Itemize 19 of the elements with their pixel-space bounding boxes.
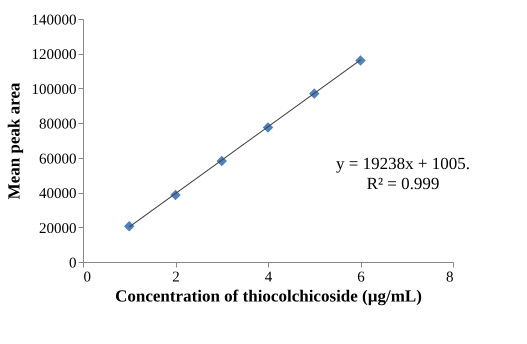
y-tick-label: 60000 <box>39 151 76 168</box>
x-axis-title: Concentration of thiocolchicoside (µg/mL) <box>115 286 422 306</box>
point <box>355 55 366 66</box>
y-tick-label: 120000 <box>32 47 76 64</box>
x-tick-label: 2 <box>172 270 180 286</box>
y-tick-label: 140000 <box>32 12 76 28</box>
y-tick-label: 40000 <box>39 186 76 202</box>
y-tick-label: 100000 <box>32 82 76 98</box>
annotation: y = 19238x + 1005. <box>336 154 470 173</box>
x-tick-label: 6 <box>357 270 366 286</box>
y-axis-title: Mean peak area <box>4 82 24 200</box>
y-tick-label: 80000 <box>39 116 76 133</box>
point <box>124 221 134 232</box>
x-tick-label: 8 <box>446 270 454 286</box>
annotation: R² = 0.999 <box>366 174 440 193</box>
y-tick-label: 0 <box>69 256 76 272</box>
x-tick-label: 4 <box>264 270 273 286</box>
x-tick-label: 0 <box>84 270 91 286</box>
y-tick-label: 20000 <box>39 220 76 237</box>
